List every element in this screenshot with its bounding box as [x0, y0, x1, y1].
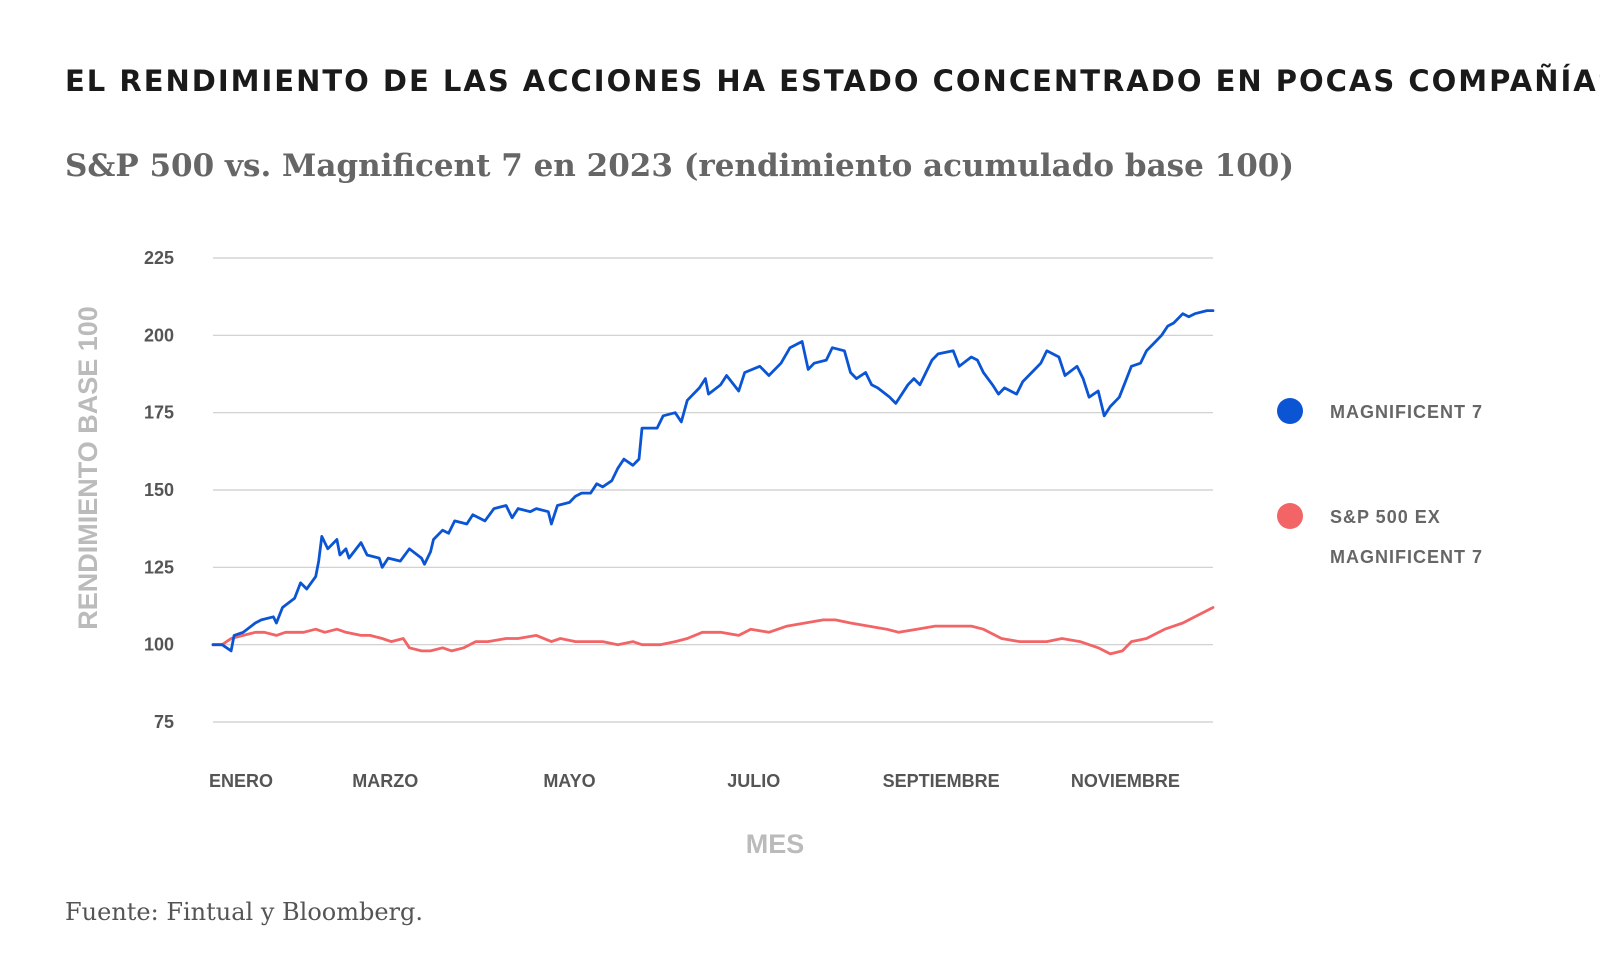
y-axis-title: RENDIMIENTO BASE 100 — [73, 306, 103, 630]
x-axis-title: MES — [746, 829, 805, 859]
y-tick-label: 125 — [144, 557, 174, 577]
x-tick-label: ENERO — [209, 771, 273, 791]
legend-marker — [1277, 503, 1303, 529]
y-tick-label: 100 — [144, 635, 174, 655]
x-tick-label: SEPTIEMBRE — [883, 771, 1000, 791]
legend-label: S&P 500 EX — [1330, 507, 1441, 527]
y-tick-label: 150 — [144, 480, 174, 500]
y-tick-label: 225 — [144, 248, 174, 268]
chart-headline: EL RENDIMIENTO DE LAS ACCIONES HA ESTADO… — [65, 64, 1600, 98]
x-tick-label: MARZO — [352, 771, 418, 791]
y-axis-ticks: 75 100 125 150 175 200 225 — [144, 248, 174, 732]
legend: MAGNIFICENT 7 S&P 500 EX MAGNIFICENT 7 — [1277, 398, 1483, 567]
gridlines — [213, 257, 1213, 723]
chart-subtitle: S&P 500 vs. Magnificent 7 en 2023 (rendi… — [65, 148, 1294, 184]
y-tick-label: 75 — [154, 712, 174, 732]
series-line — [211, 309, 1215, 653]
legend-marker — [1277, 398, 1303, 424]
x-axis-ticks: ENERO MARZO MAYO JULIO SEPTIEMBRE NOVIEMBRE — [209, 771, 1180, 791]
series-lines — [211, 309, 1215, 656]
legend-label: MAGNIFICENT 7 — [1330, 547, 1483, 567]
x-tick-label: JULIO — [727, 771, 780, 791]
series-line — [211, 606, 1215, 656]
y-tick-label: 175 — [144, 403, 174, 423]
source-note: Fuente: Fintual y Bloomberg. — [65, 898, 424, 926]
x-tick-label: NOVIEMBRE — [1071, 771, 1180, 791]
legend-label: MAGNIFICENT 7 — [1330, 402, 1483, 422]
x-tick-label: MAYO — [543, 771, 595, 791]
y-tick-label: 200 — [144, 325, 174, 345]
